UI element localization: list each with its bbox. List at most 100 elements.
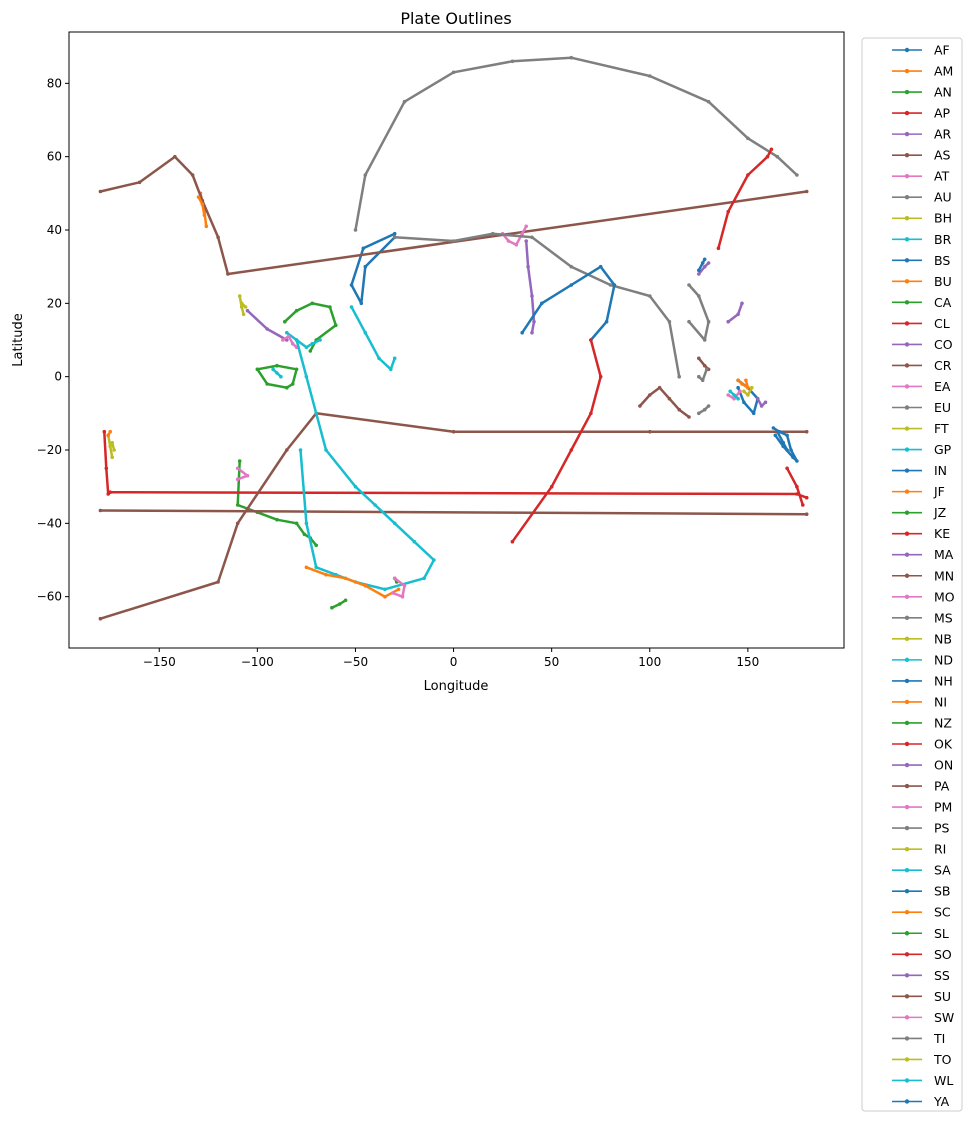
data-point-sa: [373, 503, 377, 507]
legend-label: BS: [934, 253, 950, 268]
data-point-br: [377, 356, 381, 361]
legend-entry-jz: JZ: [892, 505, 946, 520]
data-point-ma: [736, 312, 740, 317]
data-point-as: [137, 180, 142, 185]
data-point-ri: [243, 305, 248, 309]
legend-label: AM: [934, 64, 953, 79]
legend-swatch-marker: [904, 426, 910, 431]
series-line-cr: [99, 509, 808, 516]
data-point-au: [667, 319, 672, 324]
data-point-sc: [396, 587, 401, 592]
data-point-nz: [275, 363, 279, 368]
legend-label: IN: [934, 463, 947, 478]
data-point-au: [392, 235, 397, 240]
data-point-an: [235, 503, 240, 507]
legend-label: SB: [934, 884, 951, 899]
legend-swatch-marker: [904, 152, 910, 158]
data-point-ti: [706, 404, 711, 408]
y-axis-label: Latitude: [11, 313, 26, 367]
legend-entry-ri: RI: [892, 842, 946, 857]
legend-entry-ti: TI: [892, 1031, 945, 1046]
legend-swatch-marker: [904, 952, 910, 957]
y-tick-label: −60: [37, 590, 62, 604]
data-point-au: [648, 294, 652, 298]
data-point-pa: [235, 521, 240, 526]
data-point-bu: [744, 378, 748, 383]
legend-entry-ca: CA: [892, 295, 952, 310]
data-point-ke: [801, 503, 805, 507]
data-point-pa: [98, 616, 103, 621]
legend-label: SO: [934, 947, 952, 962]
data-point-ft: [110, 455, 114, 460]
data-point-ca: [294, 308, 299, 313]
data-point-nb: [746, 393, 750, 397]
legend-label: NI: [934, 694, 947, 709]
data-point-as: [173, 154, 177, 159]
data-point-sc: [343, 576, 348, 581]
legend-entry-ap: AP: [892, 106, 951, 121]
legend-label: BH: [934, 211, 952, 226]
legend-label: SU: [934, 989, 951, 1004]
data-point-in: [569, 283, 574, 287]
data-point-so: [510, 539, 515, 544]
legend-entry-sc: SC: [892, 905, 951, 920]
data-point-in: [520, 330, 524, 335]
y-axis: −60 −40 −20 0 20 40 60 80: [37, 76, 69, 604]
data-point-au: [491, 231, 495, 236]
data-point-bs: [736, 385, 740, 390]
data-point-jf: [202, 213, 207, 218]
data-point-ke: [795, 484, 799, 489]
legend-entry-ma: MA: [892, 547, 954, 562]
legend-entry-nd: ND: [892, 652, 953, 667]
data-point-ss: [755, 396, 760, 401]
x-tick-label: 150: [736, 655, 759, 669]
series-line-sc: [305, 566, 400, 598]
data-point-su: [677, 407, 681, 412]
data-point-nz: [285, 385, 289, 390]
data-point-an: [314, 543, 319, 548]
data-point-on: [706, 261, 711, 265]
y-tick-label: 0: [54, 370, 62, 384]
legend-swatch-marker: [904, 531, 910, 536]
data-point-eu: [569, 55, 574, 60]
x-tick-label: −50: [343, 655, 368, 669]
data-point-as: [226, 272, 230, 276]
data-point-in: [598, 264, 603, 269]
legend-swatch-marker: [904, 867, 910, 873]
legend-entry-br: BR: [892, 232, 952, 247]
legend-label: ON: [934, 758, 953, 773]
legend-entry-mn: MN: [892, 568, 954, 583]
legend-entry-bh: BH: [892, 211, 952, 226]
data-point-ea: [235, 477, 240, 482]
data-point-co: [245, 308, 250, 313]
data-point-sc: [363, 583, 368, 588]
data-point-nz: [294, 367, 299, 372]
x-tick-label: −150: [143, 655, 176, 669]
data-point-bs: [742, 400, 746, 405]
data-point-as: [190, 173, 195, 177]
legend-entry-sl: SL: [892, 926, 949, 941]
legend-swatch-marker: [904, 447, 910, 452]
legend-swatch-marker: [904, 47, 910, 53]
data-point-sw: [400, 594, 405, 599]
legend-swatch-marker: [904, 783, 910, 789]
legend-label: PS: [934, 821, 950, 836]
data-point-af: [359, 301, 364, 306]
data-point-ss: [763, 400, 768, 405]
legend-swatch-marker: [904, 363, 910, 368]
data-point-sb: [781, 444, 785, 449]
data-point-ar: [526, 264, 530, 269]
legend-entry-nz: NZ: [892, 715, 952, 730]
x-tick-label: 100: [638, 655, 661, 669]
data-point-eu: [451, 70, 456, 75]
legend-swatch-marker: [904, 636, 910, 642]
legend-label: NB: [934, 631, 952, 646]
legend-frame: [861, 37, 963, 1112]
data-point-sb: [777, 429, 782, 434]
data-point-cr: [804, 512, 809, 516]
data-point-in: [540, 301, 544, 306]
legend-swatch-marker: [904, 195, 910, 200]
data-point-sa: [412, 539, 417, 544]
data-point-ok: [769, 147, 774, 152]
legend-entry-mo: MO: [892, 589, 955, 604]
